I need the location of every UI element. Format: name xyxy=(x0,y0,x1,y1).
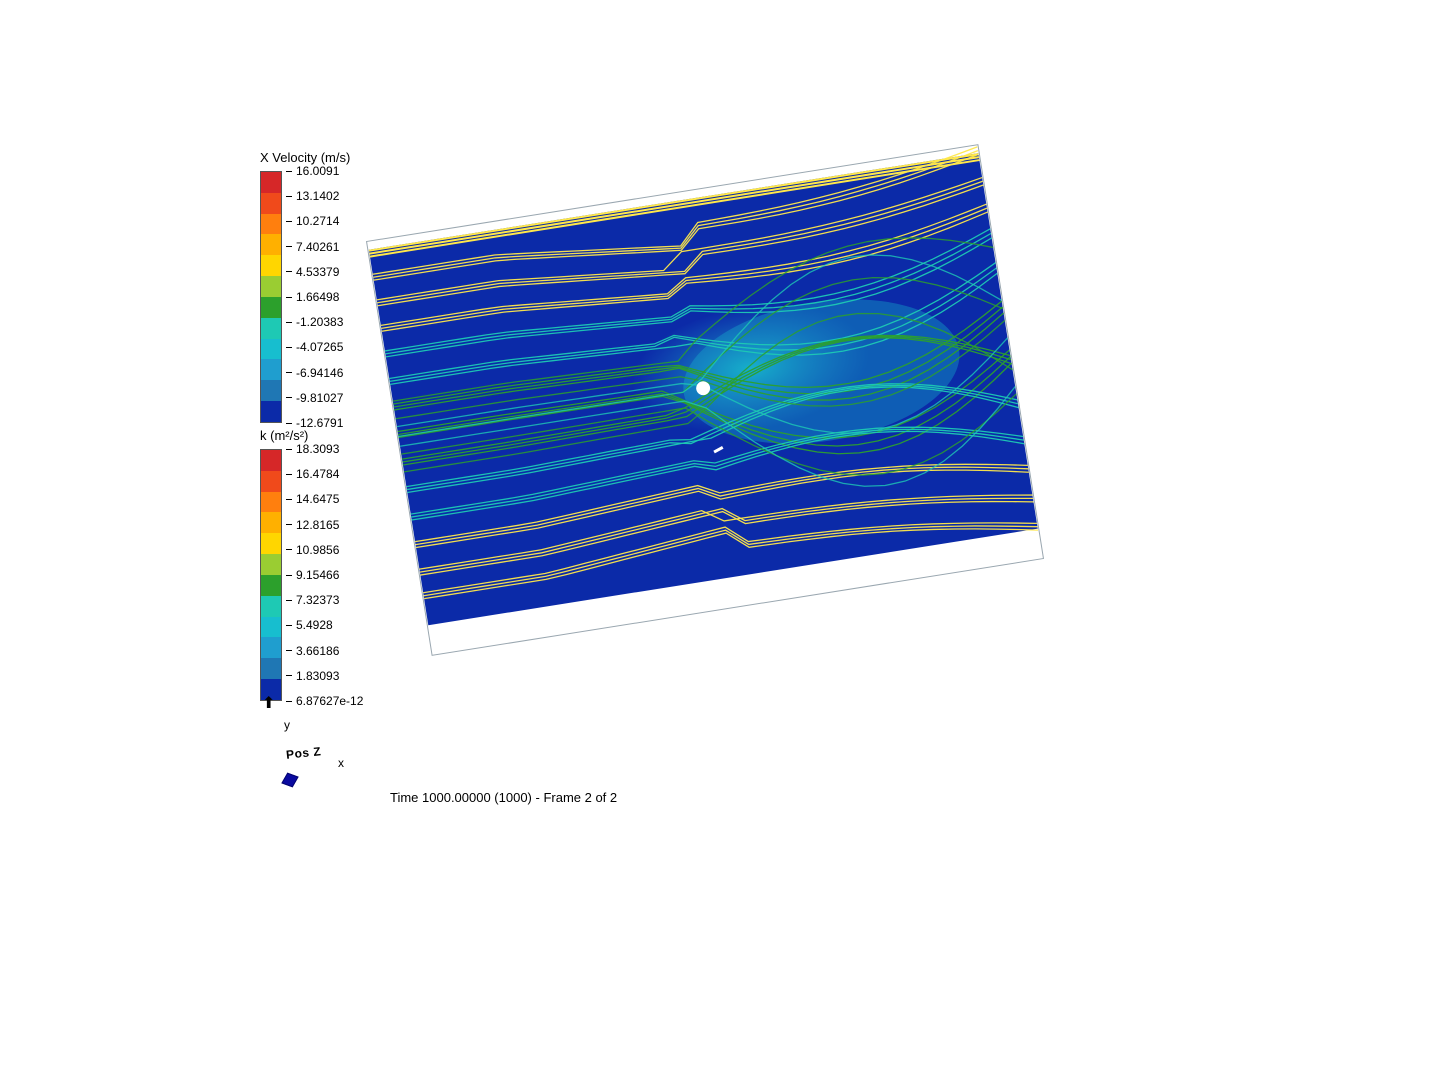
legend-tick: 1.66498 xyxy=(286,290,339,304)
legend-segment xyxy=(261,596,281,617)
legend-segment xyxy=(261,533,281,554)
legend-tick-label: 10.2714 xyxy=(296,214,339,228)
legend-tick: 4.53379 xyxy=(286,265,339,279)
legend-ticks: 16.009113.140210.27147.402614.533791.664… xyxy=(286,171,376,423)
legend-colorbar xyxy=(260,171,282,423)
legend-tick-label: 13.1402 xyxy=(296,189,339,203)
legend-tick-label: 7.40261 xyxy=(296,240,339,254)
legend-tick-label: 1.66498 xyxy=(296,290,339,304)
legend-segment xyxy=(261,359,281,380)
legend-tick-label: 10.9856 xyxy=(296,543,339,557)
legend-tick: 3.66186 xyxy=(286,644,339,658)
orientation-triad[interactable]: ⬆ y Pos Z x xyxy=(262,696,382,796)
axis-x-label: x xyxy=(338,756,344,770)
legend-tick: 10.2714 xyxy=(286,214,339,228)
legend-tick: 13.1402 xyxy=(286,189,339,203)
axis-y-label: y xyxy=(284,718,290,732)
legend-tick: 9.15466 xyxy=(286,568,339,582)
legend-segment xyxy=(261,255,281,276)
legend-segment xyxy=(261,380,281,401)
legend-tick: 12.8165 xyxy=(286,518,339,532)
simulation-view[interactable] xyxy=(366,144,1044,656)
home-icon[interactable]: ⬆ xyxy=(262,696,382,712)
legend-title: X Velocity (m/s) xyxy=(260,150,376,165)
legend-tick: -1.20383 xyxy=(286,315,343,329)
legend-tick: -6.94146 xyxy=(286,366,343,380)
legend-segment xyxy=(261,276,281,297)
legend-tick: 10.9856 xyxy=(286,543,339,557)
simulation-domain xyxy=(366,144,1044,656)
legend-title: k (m²/s²) xyxy=(260,428,376,443)
legend-tick: 1.83093 xyxy=(286,669,339,683)
legend-ticks: 18.309316.478414.647512.816510.98569.154… xyxy=(286,449,376,701)
legend-tick: 18.3093 xyxy=(286,442,339,456)
legend-tick-label: -1.20383 xyxy=(296,315,343,329)
legend-tick-label: 7.32373 xyxy=(296,593,339,607)
legend-segment xyxy=(261,450,281,471)
legend-tick: 5.4928 xyxy=(286,618,333,632)
legend-tick-label: -9.81027 xyxy=(296,391,343,405)
axis-posz-label: Pos Z xyxy=(285,744,321,762)
legend-segment xyxy=(261,318,281,339)
legend-segment xyxy=(261,617,281,638)
legend-tick-label: 1.83093 xyxy=(296,669,339,683)
legend-segment xyxy=(261,658,281,679)
legend-tick-label: 9.15466 xyxy=(296,568,339,582)
legend-segment xyxy=(261,339,281,360)
frame-status-text: Time 1000.00000 (1000) - Frame 2 of 2 xyxy=(390,790,617,805)
legend-segment xyxy=(261,297,281,318)
legend-colorbar xyxy=(260,449,282,701)
legend-k: k (m²/s²) 18.3093 16.4784 14.6475 12.8165 10… xyxy=(260,428,376,701)
legend-segment xyxy=(261,575,281,596)
legend-tick-label: -4.07265 xyxy=(296,340,343,354)
legend-segment xyxy=(261,214,281,235)
legend-tick: 7.32373 xyxy=(286,593,339,607)
legend-segment xyxy=(261,512,281,533)
canvas: X Velocity (m/s) 16.0091 13.1402 10.2714 7.… xyxy=(0,0,1440,1080)
legend-tick: -9.81027 xyxy=(286,391,343,405)
legend-segment xyxy=(261,554,281,575)
legend-tick: 14.6475 xyxy=(286,492,339,506)
legend-x-velocity: X Velocity (m/s) 16.0091 13.1402 10.2714 7.… xyxy=(260,150,376,423)
legend-segment xyxy=(261,172,281,193)
legend-tick: -4.07265 xyxy=(286,340,343,354)
legend-segment xyxy=(261,401,281,422)
legend-tick-label: -6.94146 xyxy=(296,366,343,380)
legend-tick-label: 14.6475 xyxy=(296,492,339,506)
axis-cube-icon xyxy=(281,773,298,788)
legend-tick-label: 5.4928 xyxy=(296,618,333,632)
legend-tick-label: 16.0091 xyxy=(296,164,339,178)
legend-tick-label: 16.4784 xyxy=(296,467,339,481)
legend-tick-label: 4.53379 xyxy=(296,265,339,279)
legend-tick: 7.40261 xyxy=(286,240,339,254)
legend-tick: 16.4784 xyxy=(286,467,339,481)
legend-tick-label: 12.8165 xyxy=(296,518,339,532)
legend-tick-label: 18.3093 xyxy=(296,442,339,456)
legend-segment xyxy=(261,234,281,255)
legend-segment xyxy=(261,492,281,513)
legend-segment xyxy=(261,471,281,492)
legend-segment xyxy=(261,637,281,658)
legend-segment xyxy=(261,193,281,214)
simulation-svg xyxy=(367,145,1043,655)
legend-tick-label: 3.66186 xyxy=(296,644,339,658)
legend-tick: 16.0091 xyxy=(286,164,339,178)
